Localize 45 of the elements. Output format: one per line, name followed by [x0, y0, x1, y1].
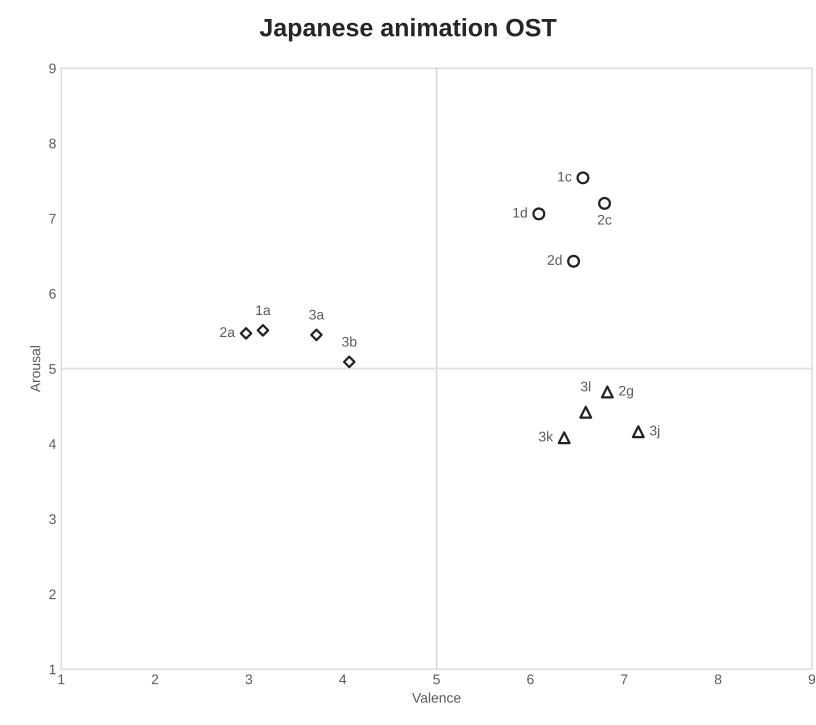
point [632, 425, 645, 438]
x-tick-label: 1 [58, 674, 64, 684]
annotation: 1c [558, 172, 572, 182]
point [598, 196, 612, 210]
y-tick-label: 6 [49, 288, 56, 299]
annotation: 1d [513, 207, 527, 218]
point [240, 327, 252, 340]
annotation: 3k [538, 431, 554, 442]
y-tick-label: 3 [49, 514, 56, 524]
annotation: 3a [309, 310, 324, 320]
x-axis-title: Valence [412, 692, 461, 703]
x-tick-label: 7 [621, 674, 628, 684]
x-tick-label: 9 [808, 674, 816, 684]
x-tick-label: 5 [433, 674, 440, 684]
point [579, 406, 592, 419]
y-tick-label: 4 [48, 439, 56, 449]
annotation: 2a [220, 327, 235, 338]
annotation: 3j [650, 425, 660, 438]
y-tick-label: 9 [49, 63, 56, 74]
annotation: 2d [548, 254, 562, 265]
point [342, 356, 356, 368]
annotation: 2c [598, 214, 612, 225]
x-tick-label: 8 [714, 674, 722, 684]
point [576, 171, 590, 184]
point [558, 431, 571, 444]
y-tick-label: 2 [49, 589, 56, 600]
x-tick-label: 3 [246, 674, 252, 684]
y-tick-label: 7 [49, 214, 56, 224]
y-axis-title: Arousal [30, 346, 40, 392]
point [256, 324, 270, 337]
x-tick-label: 4 [339, 674, 346, 684]
y-tick-label: 5 [49, 364, 56, 374]
point [567, 254, 580, 268]
x-tick-label: 2 [152, 674, 158, 684]
point [310, 328, 323, 342]
x-tick-label: 6 [527, 674, 534, 684]
chart-title: Japanese animation OST [260, 18, 556, 42]
y-tick-label: 1 [50, 664, 56, 674]
annotation: 1a [256, 305, 271, 316]
annotation: 3l [580, 381, 590, 392]
point [600, 385, 614, 398]
annotation: 2g [619, 386, 634, 398]
point [532, 207, 546, 220]
y-tick-label: 8 [49, 138, 56, 148]
annotation: 3b [342, 336, 356, 347]
